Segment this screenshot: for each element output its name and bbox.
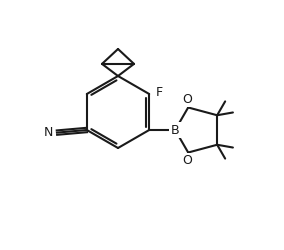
Text: O: O bbox=[182, 94, 192, 106]
Text: O: O bbox=[182, 154, 192, 166]
Text: F: F bbox=[156, 86, 163, 100]
Text: B: B bbox=[171, 124, 179, 136]
Text: N: N bbox=[43, 126, 53, 139]
